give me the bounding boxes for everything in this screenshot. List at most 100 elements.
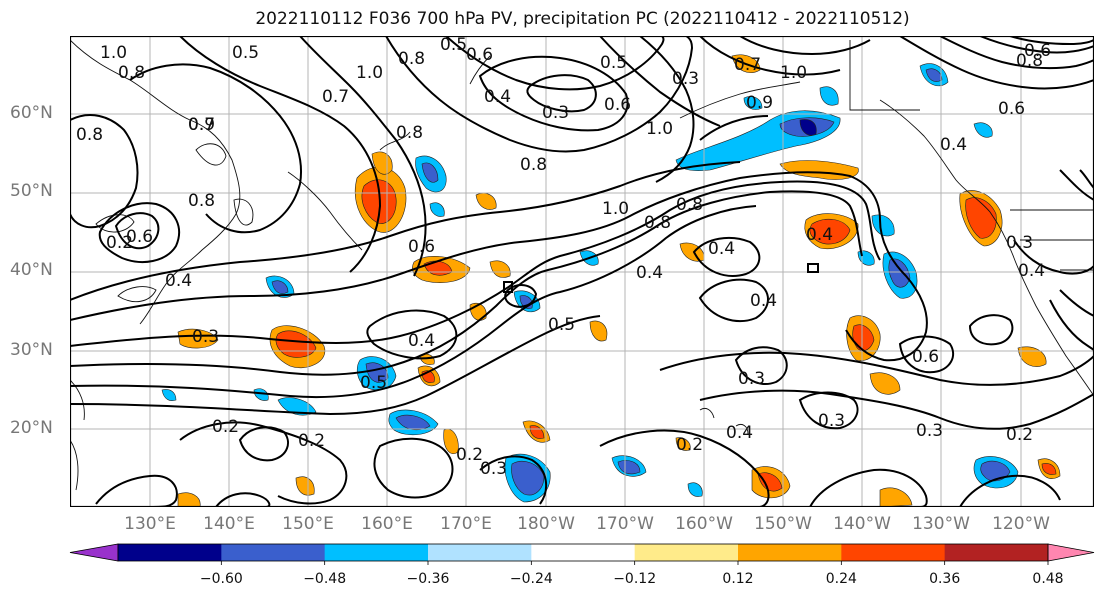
lon-label-130e: 130°E xyxy=(124,514,176,534)
contour-label: 0.4 xyxy=(165,271,192,291)
contour-label: 0.6 xyxy=(466,45,493,65)
contour-labels: 1.0 0.5 0.8 0.5 0.6 1.0 0.8 0.7 0.8 0.9 … xyxy=(76,36,1051,479)
contour-label: 0.4 xyxy=(636,263,663,283)
colorbar-tick-label: −0.60 xyxy=(200,571,243,587)
contour-label: 0.8 xyxy=(76,125,103,145)
lon-label-130w: 130°W xyxy=(912,514,970,534)
lon-label-170w: 170°W xyxy=(596,514,654,534)
contour-label: 0.6 xyxy=(408,237,435,257)
colorbar-tick-label: 0.24 xyxy=(826,571,857,587)
lat-label-20n: 20°N xyxy=(10,418,53,438)
contour-label: 0.2 xyxy=(676,435,703,455)
contour-label: 0.2 xyxy=(456,445,483,465)
contour-label: 0.4 xyxy=(1018,261,1045,281)
colorbar-segment xyxy=(324,544,429,561)
colorbar-segment xyxy=(221,544,326,561)
contour-label: 0.8 xyxy=(188,191,215,211)
colorbar-segment xyxy=(634,544,739,561)
lon-label-150w: 150°W xyxy=(754,514,812,534)
contour-label: 0.5 xyxy=(600,53,627,73)
colorbar-tick-label: 0.36 xyxy=(929,571,960,587)
contour-label: 1.0 xyxy=(602,199,629,219)
colorbar: −0.60 −0.48 −0.36 −0.24 −0.12 0.12 0.24 0.36 0.4… xyxy=(69,543,1095,587)
lon-label-120w: 120°W xyxy=(992,514,1050,534)
contour-label: 0.3 xyxy=(738,369,765,389)
contour-label: 0.3 xyxy=(672,69,699,89)
contour-label: 0.2 xyxy=(212,417,239,437)
contour-label: 0.6 xyxy=(912,347,939,367)
colorbar-segment xyxy=(944,544,1049,561)
contour-label: 0.7 xyxy=(322,87,349,107)
colorbar-tick-label: 0.48 xyxy=(1032,571,1063,587)
contour-label: 0.8 xyxy=(1016,51,1043,71)
contour-label: 0.8 xyxy=(118,63,145,83)
contour-label: 1.0 xyxy=(356,63,383,83)
precip-shading xyxy=(161,54,1061,507)
contour-label: 0.8 xyxy=(676,195,703,215)
colorbar-arrow-high xyxy=(1047,543,1095,562)
contour-label: 0.4 xyxy=(708,239,735,259)
contour-label: 1.0 xyxy=(780,63,807,83)
colorbar-segment xyxy=(738,544,842,561)
lon-label-160e: 160°E xyxy=(361,514,413,534)
contour-label: 0.2 xyxy=(298,431,325,451)
map-frame xyxy=(70,36,1094,507)
contour-label: 0.7 xyxy=(734,55,761,75)
contour-label: 0.6 xyxy=(604,95,631,115)
contour-label: 0.3 xyxy=(818,411,845,431)
contour-label: 0.5 xyxy=(360,373,387,393)
contour-label: 0.6 xyxy=(998,99,1025,119)
contour-label: 0.5 xyxy=(548,315,575,335)
contour-label: 0.3 xyxy=(480,459,507,479)
contour-label: 0.5 xyxy=(232,43,259,63)
lat-label-30n: 30°N xyxy=(10,340,53,360)
colorbar-outline xyxy=(117,543,1049,562)
contour-label: 0.2 xyxy=(106,233,133,253)
contour-label: 0.3 xyxy=(192,327,219,347)
lon-label-150e: 150°E xyxy=(282,514,334,534)
contour-label: 0.2 xyxy=(1006,425,1033,445)
contour-label: 0.7 xyxy=(188,115,215,135)
lon-label-140w: 140°W xyxy=(833,514,891,534)
colorbar-tick-label: −0.12 xyxy=(613,571,656,587)
colorbar-tick-label: 0.12 xyxy=(722,571,753,587)
contour-label: 0.4 xyxy=(484,87,511,107)
lat-label-60n: 60°N xyxy=(10,103,53,123)
colorbar-tick-label: −0.36 xyxy=(407,571,450,587)
contour-label: 0.4 xyxy=(726,423,753,443)
map-title: 2022110112 F036 700 hPa PV, precipitatio… xyxy=(255,9,910,29)
lon-label-170e: 170°E xyxy=(440,514,492,534)
contour-label: 0.6 xyxy=(1024,41,1051,61)
contour-label: 0.4 xyxy=(408,331,435,351)
colorbar-tick-label: −0.48 xyxy=(303,571,346,587)
contour-label: 0.8 xyxy=(644,213,671,233)
contour-label: 0.9 xyxy=(746,93,773,113)
contour-label: 0.6 xyxy=(126,227,153,247)
contour-label: 0.9 xyxy=(188,115,215,135)
contour-label: 0.8 xyxy=(398,49,425,69)
lon-label-140e: 140°E xyxy=(203,514,255,534)
contour-label: 0.5 xyxy=(440,36,467,55)
colorbar-segment xyxy=(428,544,532,561)
colorbar-segment xyxy=(531,544,636,561)
contour-label: 0.3 xyxy=(916,421,943,441)
contour-label: 0.3 xyxy=(542,103,569,123)
contour-label: 0.4 xyxy=(750,291,777,311)
contour-label: 0.4 xyxy=(806,225,833,245)
contour-label: 0.3 xyxy=(1006,233,1033,253)
map-panel: 1.0 0.5 0.8 0.5 0.6 1.0 0.8 0.7 0.8 0.9 … xyxy=(70,36,1094,507)
contour-label: 0.8 xyxy=(396,123,423,143)
colorbar-segment xyxy=(841,544,946,561)
contour-label: 0.8 xyxy=(520,155,547,175)
lon-label-180w: 180°W xyxy=(517,514,575,534)
contour-label: 0.4 xyxy=(940,135,967,155)
contour-label: 1.0 xyxy=(100,43,127,63)
contour-label: 1.0 xyxy=(646,119,673,139)
lon-label-160w: 160°W xyxy=(675,514,733,534)
lat-label-50n: 50°N xyxy=(10,181,53,201)
colorbar-arrow-low xyxy=(69,543,119,562)
pv-contours xyxy=(70,36,1094,507)
colorbar-tick-label: −0.24 xyxy=(510,571,553,587)
colorbar-segment xyxy=(118,544,222,561)
lat-label-40n: 40°N xyxy=(10,260,53,280)
